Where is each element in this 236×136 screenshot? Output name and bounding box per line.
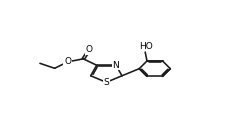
Text: O: O [86, 45, 93, 54]
Text: S: S [103, 78, 109, 87]
Text: N: N [113, 61, 119, 70]
Text: O: O [64, 57, 71, 66]
Text: HO: HO [139, 42, 153, 51]
